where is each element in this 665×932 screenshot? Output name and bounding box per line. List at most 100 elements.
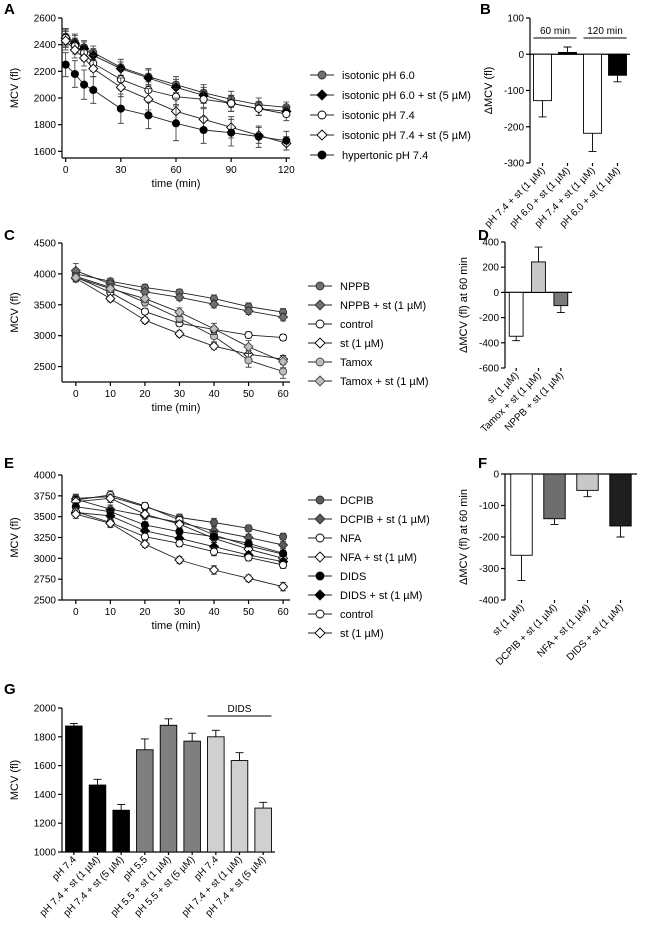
panel-label-c: C [4,227,15,244]
legend-marker [315,357,325,367]
y-tick-label: 2000 [34,704,57,715]
y-tick-label: 3500 [34,300,57,311]
bar [254,807,272,853]
data-point [80,80,89,89]
bar [608,53,627,76]
data-point [282,136,291,145]
data-point [254,104,263,113]
data-point [139,539,151,550]
data-point [282,109,291,119]
data-point [105,293,116,304]
y-axis-title: MCV (fl) [9,517,21,557]
y-tick-label: -200 [479,533,499,544]
legend-item: NFA + st (1 µM) [308,551,417,564]
error-bar [563,46,572,53]
data-point [61,60,70,69]
data-point [78,52,90,64]
series-hypertonic-ph-7-4 [61,52,291,151]
y-tick-label: 2500 [34,596,57,607]
legend-label: NPPB [340,281,370,293]
y-tick-label: 200 [482,263,499,274]
data-point [244,524,253,533]
data-point [279,560,288,570]
bar [230,760,249,853]
data-point [174,554,185,566]
y-axis-title: ΔMCV (fl) at 60 min [458,257,470,353]
data-point [208,564,220,576]
x-tick-label: 0 [73,607,79,618]
y-axis-title: MCV (fl) [9,760,21,800]
bar [533,53,552,102]
data-point [70,69,79,79]
y-tick-label: 3500 [34,512,57,523]
bar [65,725,83,853]
bar [531,261,546,293]
legend-marker [315,319,325,329]
y-tick-label: -400 [479,338,499,349]
panel-label-a: A [4,1,15,18]
y-tick-label: 4000 [34,471,57,482]
legend-label: hypertonic pH 7.4 [342,150,428,162]
legend-marker [317,70,327,80]
bar-group [583,53,602,152]
panel-label-d: D [478,227,489,244]
chart-panel-e: 2500 2750 3000 3250 3500 3750 4000 MCV (fl) 0 10 2… [9,471,290,632]
x-tick-label: 30 [174,607,186,618]
error-bar [235,752,244,761]
legend-marker [315,281,325,291]
error-bar [69,722,78,726]
legend-label: DCPIB + st (1 µM) [340,514,430,526]
annotation-60-min: 60 min [533,26,577,39]
legend-label: control [340,609,373,621]
y-tick-label: 400 [482,238,499,249]
bar [583,53,602,134]
data-point [279,549,288,558]
y-tick-label: -100 [504,86,524,97]
bar-group [608,53,627,83]
y-tick-label: -300 [479,564,499,575]
error-bar [556,305,565,314]
y-tick-label: 1000 [34,848,57,859]
legend-item: NFA [308,533,362,545]
bar [553,291,569,307]
y-tick-label: 4500 [34,239,57,250]
x-tick-label: 20 [139,389,151,400]
legend-marker [316,89,328,101]
legend-panel-e: DCPIB DCPIB + st (1 µM) NFA NFA + st (1 µM)… [308,495,430,640]
error-bar [583,490,592,498]
error-bar [259,801,268,809]
data-point [139,315,151,326]
y-tick-label: 2750 [34,575,57,586]
legend-label: NPPB + st (1 µM) [340,300,426,312]
bar [508,291,524,337]
data-point [199,125,208,135]
panel-label-g: G [4,681,16,698]
data-point [243,573,254,584]
x-tick-label: 50 [243,607,255,618]
data-point [139,509,151,520]
data-point [227,99,236,108]
data-point [88,63,99,74]
legend-label: isotonic pH 7.4 + st (5 µM) [342,130,471,142]
bar [510,473,533,556]
bar-group [159,718,178,853]
legend-label: isotonic pH 6.0 [342,70,415,82]
bar-group [558,46,577,55]
y-tick-label: 3250 [34,533,57,544]
data-point [139,293,151,304]
y-tick-label: -600 [479,364,499,375]
y-tick-label: 100 [507,14,524,25]
y-tick-label: 3000 [34,554,57,565]
y-axis-title: ΔMCV (fl) [483,67,495,115]
y-tick-label: 2600 [34,14,57,25]
bar-group [508,291,524,342]
legend-label: isotonic pH 7.4 [342,110,415,122]
annotation-label: DIDS [228,704,252,715]
data-point [70,272,81,283]
bar [609,473,632,527]
legend-panel-a: isotonic pH 6.0 isotonic pH 6.0 + st (5 µ… [310,70,471,162]
y-tick-label: -200 [504,122,524,133]
bar [543,473,566,520]
y-tick-label: 1800 [34,120,57,131]
annotation-dids: DIDS [207,704,272,717]
